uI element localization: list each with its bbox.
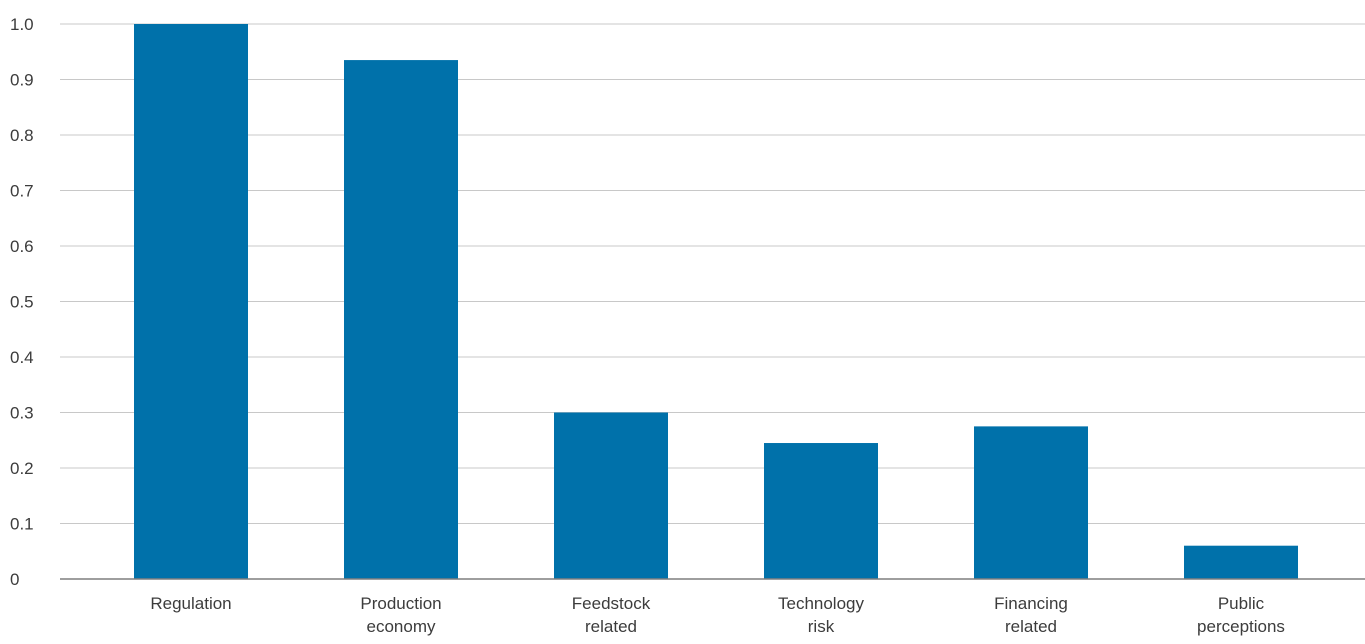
- bar: [974, 426, 1088, 579]
- y-tick-label: 0.1: [10, 515, 34, 534]
- x-tick-label: Financing related: [994, 594, 1068, 636]
- gridlines: [60, 23, 1365, 524]
- y-tick-label: 0.7: [10, 182, 34, 201]
- bar: [1184, 545, 1298, 579]
- bar: [344, 60, 458, 579]
- y-tick-label: 0.5: [10, 293, 34, 312]
- y-tick-label: 0.4: [10, 348, 34, 367]
- bar: [764, 443, 878, 579]
- y-tick-label: 0.8: [10, 126, 34, 145]
- bar: [134, 24, 248, 579]
- y-axis-tick-labels: 0 0.1 0.2 0.3 0.4 0.5 0.6 0.7 0.8 0.9 1.0: [10, 15, 34, 589]
- bar: [554, 412, 668, 579]
- x-tick-label: Feedstock related: [572, 594, 651, 636]
- y-tick-label: 0.3: [10, 404, 34, 423]
- x-tick-label: Production economy: [360, 594, 441, 636]
- y-tick-label: 0.6: [10, 237, 34, 256]
- y-tick-label: 0: [10, 570, 19, 589]
- x-tick-label: Public perceptions: [1197, 594, 1285, 636]
- x-tick-label: Regulation: [150, 594, 231, 613]
- y-tick-label: 0.2: [10, 459, 34, 478]
- x-axis-tick-labels: Regulation Production economy Feedstock rela…: [150, 594, 1285, 636]
- x-tick-label: Technology risk: [778, 594, 865, 636]
- y-tick-label: 1.0: [10, 15, 34, 34]
- bars: [134, 24, 1298, 579]
- y-tick-label: 0.9: [10, 71, 34, 90]
